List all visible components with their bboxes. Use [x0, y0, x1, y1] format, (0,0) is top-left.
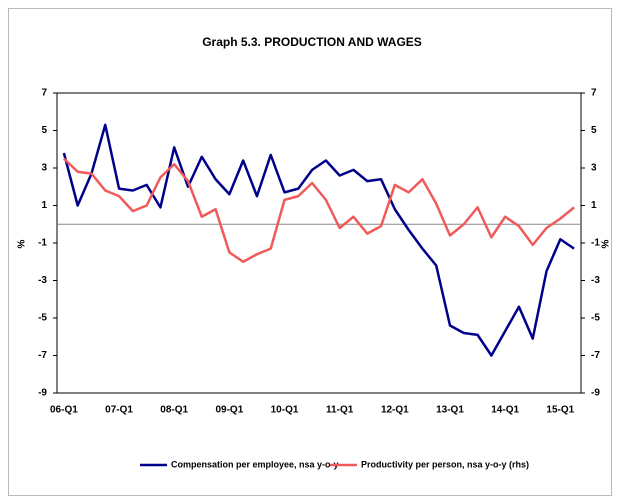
y2-tick-label: 3: [591, 163, 597, 174]
x-tick-label: 11-Q1: [326, 405, 354, 416]
x-tick-label: 15-Q1: [546, 405, 574, 416]
y-tick-label: 7: [41, 88, 47, 99]
chart-frame: [8, 8, 612, 496]
series-line: [63, 157, 575, 263]
x-tick-label: 13-Q1: [436, 405, 464, 416]
y-tick-label: -7: [38, 350, 47, 361]
y-tick-label: -5: [38, 313, 47, 324]
y-tick-label: -1: [38, 238, 47, 249]
y-axis-label: %: [17, 239, 28, 248]
y-tick-label: -3: [38, 275, 47, 286]
y2-tick-label: -7: [591, 350, 600, 361]
y2-tick-label: 1: [591, 200, 597, 211]
x-tick-label: 10-Q1: [271, 405, 299, 416]
y-tick-label: 1: [41, 200, 47, 211]
y2-tick-label: -1: [591, 238, 600, 249]
y2-tick-label: 5: [591, 125, 597, 136]
x-tick-label: 14-Q1: [491, 405, 519, 416]
series-line: [62, 123, 575, 357]
y-tick-label: 5: [41, 125, 47, 136]
x-tick-label: 06-Q1: [50, 405, 78, 416]
x-tick-label: 12-Q1: [381, 405, 409, 416]
x-tick-label: 07-Q1: [105, 405, 133, 416]
y2-tick-label: 7: [591, 88, 597, 99]
x-tick-label: 09-Q1: [215, 405, 243, 416]
y2-tick-label: -9: [591, 388, 600, 399]
chart-title: Graph 5.3. PRODUCTION AND WAGES: [202, 35, 422, 49]
y2-tick-label: -5: [591, 313, 600, 324]
y2-tick-label: -3: [591, 275, 600, 286]
x-tick-label: 08-Q1: [160, 405, 188, 416]
y-tick-label: -9: [38, 388, 47, 399]
y2-axis-label: %: [601, 239, 612, 248]
y-tick-label: 3: [41, 163, 47, 174]
legend-label: Productivity per person, nsa y-o-y (rhs): [361, 459, 529, 469]
legend-label: Compensation per employee, nsa y-o-y: [171, 459, 339, 469]
